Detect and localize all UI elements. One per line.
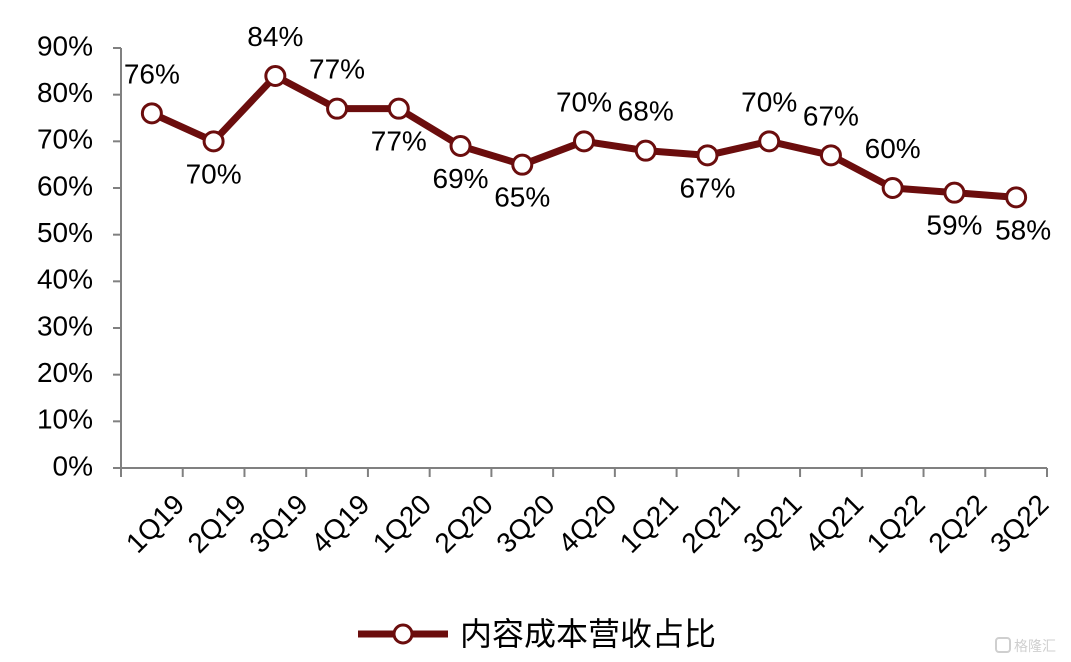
data-label: 70%: [186, 158, 242, 189]
data-label: 58%: [995, 214, 1051, 245]
data-label: 84%: [247, 21, 303, 52]
data-point: [202, 130, 225, 153]
x-tick-label: 1Q20: [367, 488, 437, 558]
data-point: [511, 153, 534, 176]
y-tick-label: 70%: [37, 124, 93, 155]
data-point: [634, 139, 657, 162]
gelonghui-logo-icon: [995, 637, 1011, 653]
y-axis: 0% 10% 20% 30% 40% 50% 60% 70% 80% 90%: [37, 30, 122, 481]
x-tick-label: 1Q22: [861, 488, 931, 558]
x-tick-label: 3Q21: [737, 488, 807, 558]
y-tick-label: 0%: [53, 450, 93, 481]
data-label: 68%: [618, 96, 674, 127]
data-label: 67%: [679, 172, 735, 203]
data-point: [758, 130, 781, 153]
x-tick-label: 1Q19: [120, 488, 190, 558]
x-tick-label: 2Q21: [675, 488, 745, 558]
x-tick-label: 4Q20: [552, 488, 622, 558]
data-point: [696, 144, 719, 167]
y-tick-label: 60%: [37, 170, 93, 201]
series-layer: 76%70%84%77%77%69%65%70% 68%67%70% 67%60%5…: [124, 21, 1051, 245]
x-tick-label: 3Q20: [490, 488, 560, 558]
x-axis: 1Q192Q193Q194Q191Q202Q203Q204Q201Q212Q21…: [120, 467, 1055, 559]
y-tick-label: 30%: [37, 310, 93, 341]
watermark: 格隆汇: [995, 637, 1056, 655]
data-label: 59%: [926, 210, 982, 241]
legend-label: 内容成本营收占比: [460, 615, 716, 653]
data-point: [881, 177, 904, 199]
legend: 内容成本营收占比: [358, 615, 716, 653]
data-label: 77%: [309, 54, 365, 85]
data-point: [326, 97, 349, 120]
data-label: 70%: [556, 86, 612, 117]
x-tick-label: 1Q21: [614, 488, 684, 558]
data-label: 67%: [803, 100, 859, 131]
x-tick-label: 2Q22: [922, 488, 992, 558]
data-label: 70%: [741, 86, 797, 117]
y-tick-label: 40%: [37, 264, 93, 295]
y-tick-label: 20%: [37, 357, 93, 388]
legend-marker-swatch: [392, 623, 414, 645]
data-label: 76%: [124, 58, 180, 89]
x-tick-label: 2Q20: [429, 488, 499, 558]
data-point: [819, 144, 842, 167]
y-tick-label: 10%: [37, 404, 93, 435]
data-point: [1005, 186, 1028, 209]
data-point: [264, 65, 287, 87]
data-label: 77%: [371, 126, 427, 157]
data-point: [387, 97, 410, 120]
x-tick-label: 4Q19: [305, 488, 375, 558]
x-tick-label: 3Q19: [243, 488, 313, 558]
data-label: 60%: [865, 133, 921, 164]
x-tick-label: 4Q21: [799, 488, 869, 558]
y-tick-label: 50%: [37, 217, 93, 248]
data-label: 69%: [433, 163, 489, 194]
data-point: [943, 181, 966, 204]
data-point: [449, 135, 472, 157]
watermark-text: 格隆汇: [1014, 639, 1056, 655]
y-tick-label: 90%: [37, 30, 93, 61]
x-tick-label: 2Q19: [182, 488, 252, 558]
data-point: [140, 102, 163, 125]
x-tick-label: 3Q22: [984, 488, 1054, 558]
data-point: [573, 130, 595, 153]
y-tick-label: 80%: [37, 77, 93, 108]
data-label: 65%: [494, 182, 550, 213]
